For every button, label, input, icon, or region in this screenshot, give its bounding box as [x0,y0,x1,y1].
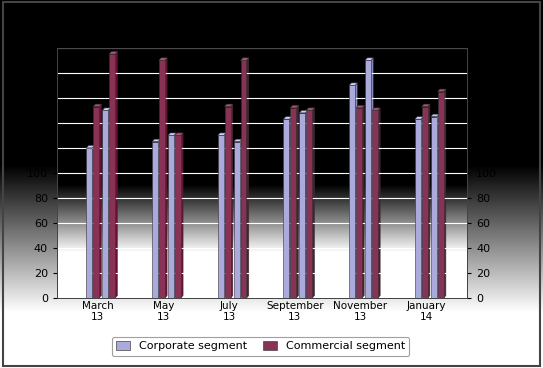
Polygon shape [349,83,357,85]
Polygon shape [239,139,242,298]
Polygon shape [218,133,226,135]
Legend: Corporate segment, Commercial segment: Corporate segment, Commercial segment [112,337,409,356]
Bar [102,110,108,298]
Bar [291,108,296,298]
Polygon shape [437,114,439,298]
Bar [86,148,92,298]
Polygon shape [174,133,176,298]
Text: th.t.: th.t. [12,23,35,33]
Bar [422,107,428,298]
Bar [109,54,115,298]
Polygon shape [371,58,374,298]
Polygon shape [181,133,183,298]
Bar [93,107,99,298]
Polygon shape [224,133,226,298]
Polygon shape [115,52,117,298]
Bar [283,119,289,298]
Bar [218,135,224,298]
Polygon shape [356,105,364,108]
Bar [349,85,355,298]
Bar [306,110,312,298]
Polygon shape [283,117,292,119]
Polygon shape [428,104,430,298]
Polygon shape [422,104,430,107]
Polygon shape [158,139,160,298]
Polygon shape [415,117,423,119]
Bar [356,108,362,298]
Bar [175,135,181,298]
Polygon shape [241,58,249,60]
Bar [241,60,247,298]
Bar [372,110,378,298]
Polygon shape [431,114,439,117]
Bar [233,142,239,298]
Polygon shape [299,110,308,113]
Polygon shape [99,104,102,298]
Polygon shape [168,133,176,135]
Polygon shape [102,108,111,110]
Bar [159,60,165,298]
Polygon shape [109,52,117,54]
Polygon shape [378,108,380,298]
Polygon shape [225,104,233,107]
Polygon shape [421,117,423,298]
Polygon shape [444,89,446,298]
Polygon shape [362,105,364,298]
Polygon shape [152,139,160,142]
Polygon shape [296,105,299,298]
Title: Raw coal consumption: Raw coal consumption [176,29,348,44]
Polygon shape [291,105,299,108]
Polygon shape [438,89,446,92]
Polygon shape [289,117,292,298]
Polygon shape [312,108,314,298]
Polygon shape [355,83,357,298]
Bar [299,113,305,298]
Bar [168,135,174,298]
Polygon shape [159,58,167,60]
Polygon shape [247,58,249,298]
Polygon shape [92,145,94,298]
Bar [415,119,421,298]
Bar [431,117,437,298]
Polygon shape [306,108,314,110]
Polygon shape [305,110,308,298]
Polygon shape [231,104,233,298]
Polygon shape [108,108,111,298]
Polygon shape [86,145,94,148]
Polygon shape [365,58,374,60]
Polygon shape [175,133,183,135]
Bar [438,92,444,298]
Bar [225,107,231,298]
Bar [152,142,158,298]
Polygon shape [372,108,380,110]
Bar [365,60,371,298]
Polygon shape [233,139,242,142]
Polygon shape [93,104,102,107]
Polygon shape [165,58,167,298]
